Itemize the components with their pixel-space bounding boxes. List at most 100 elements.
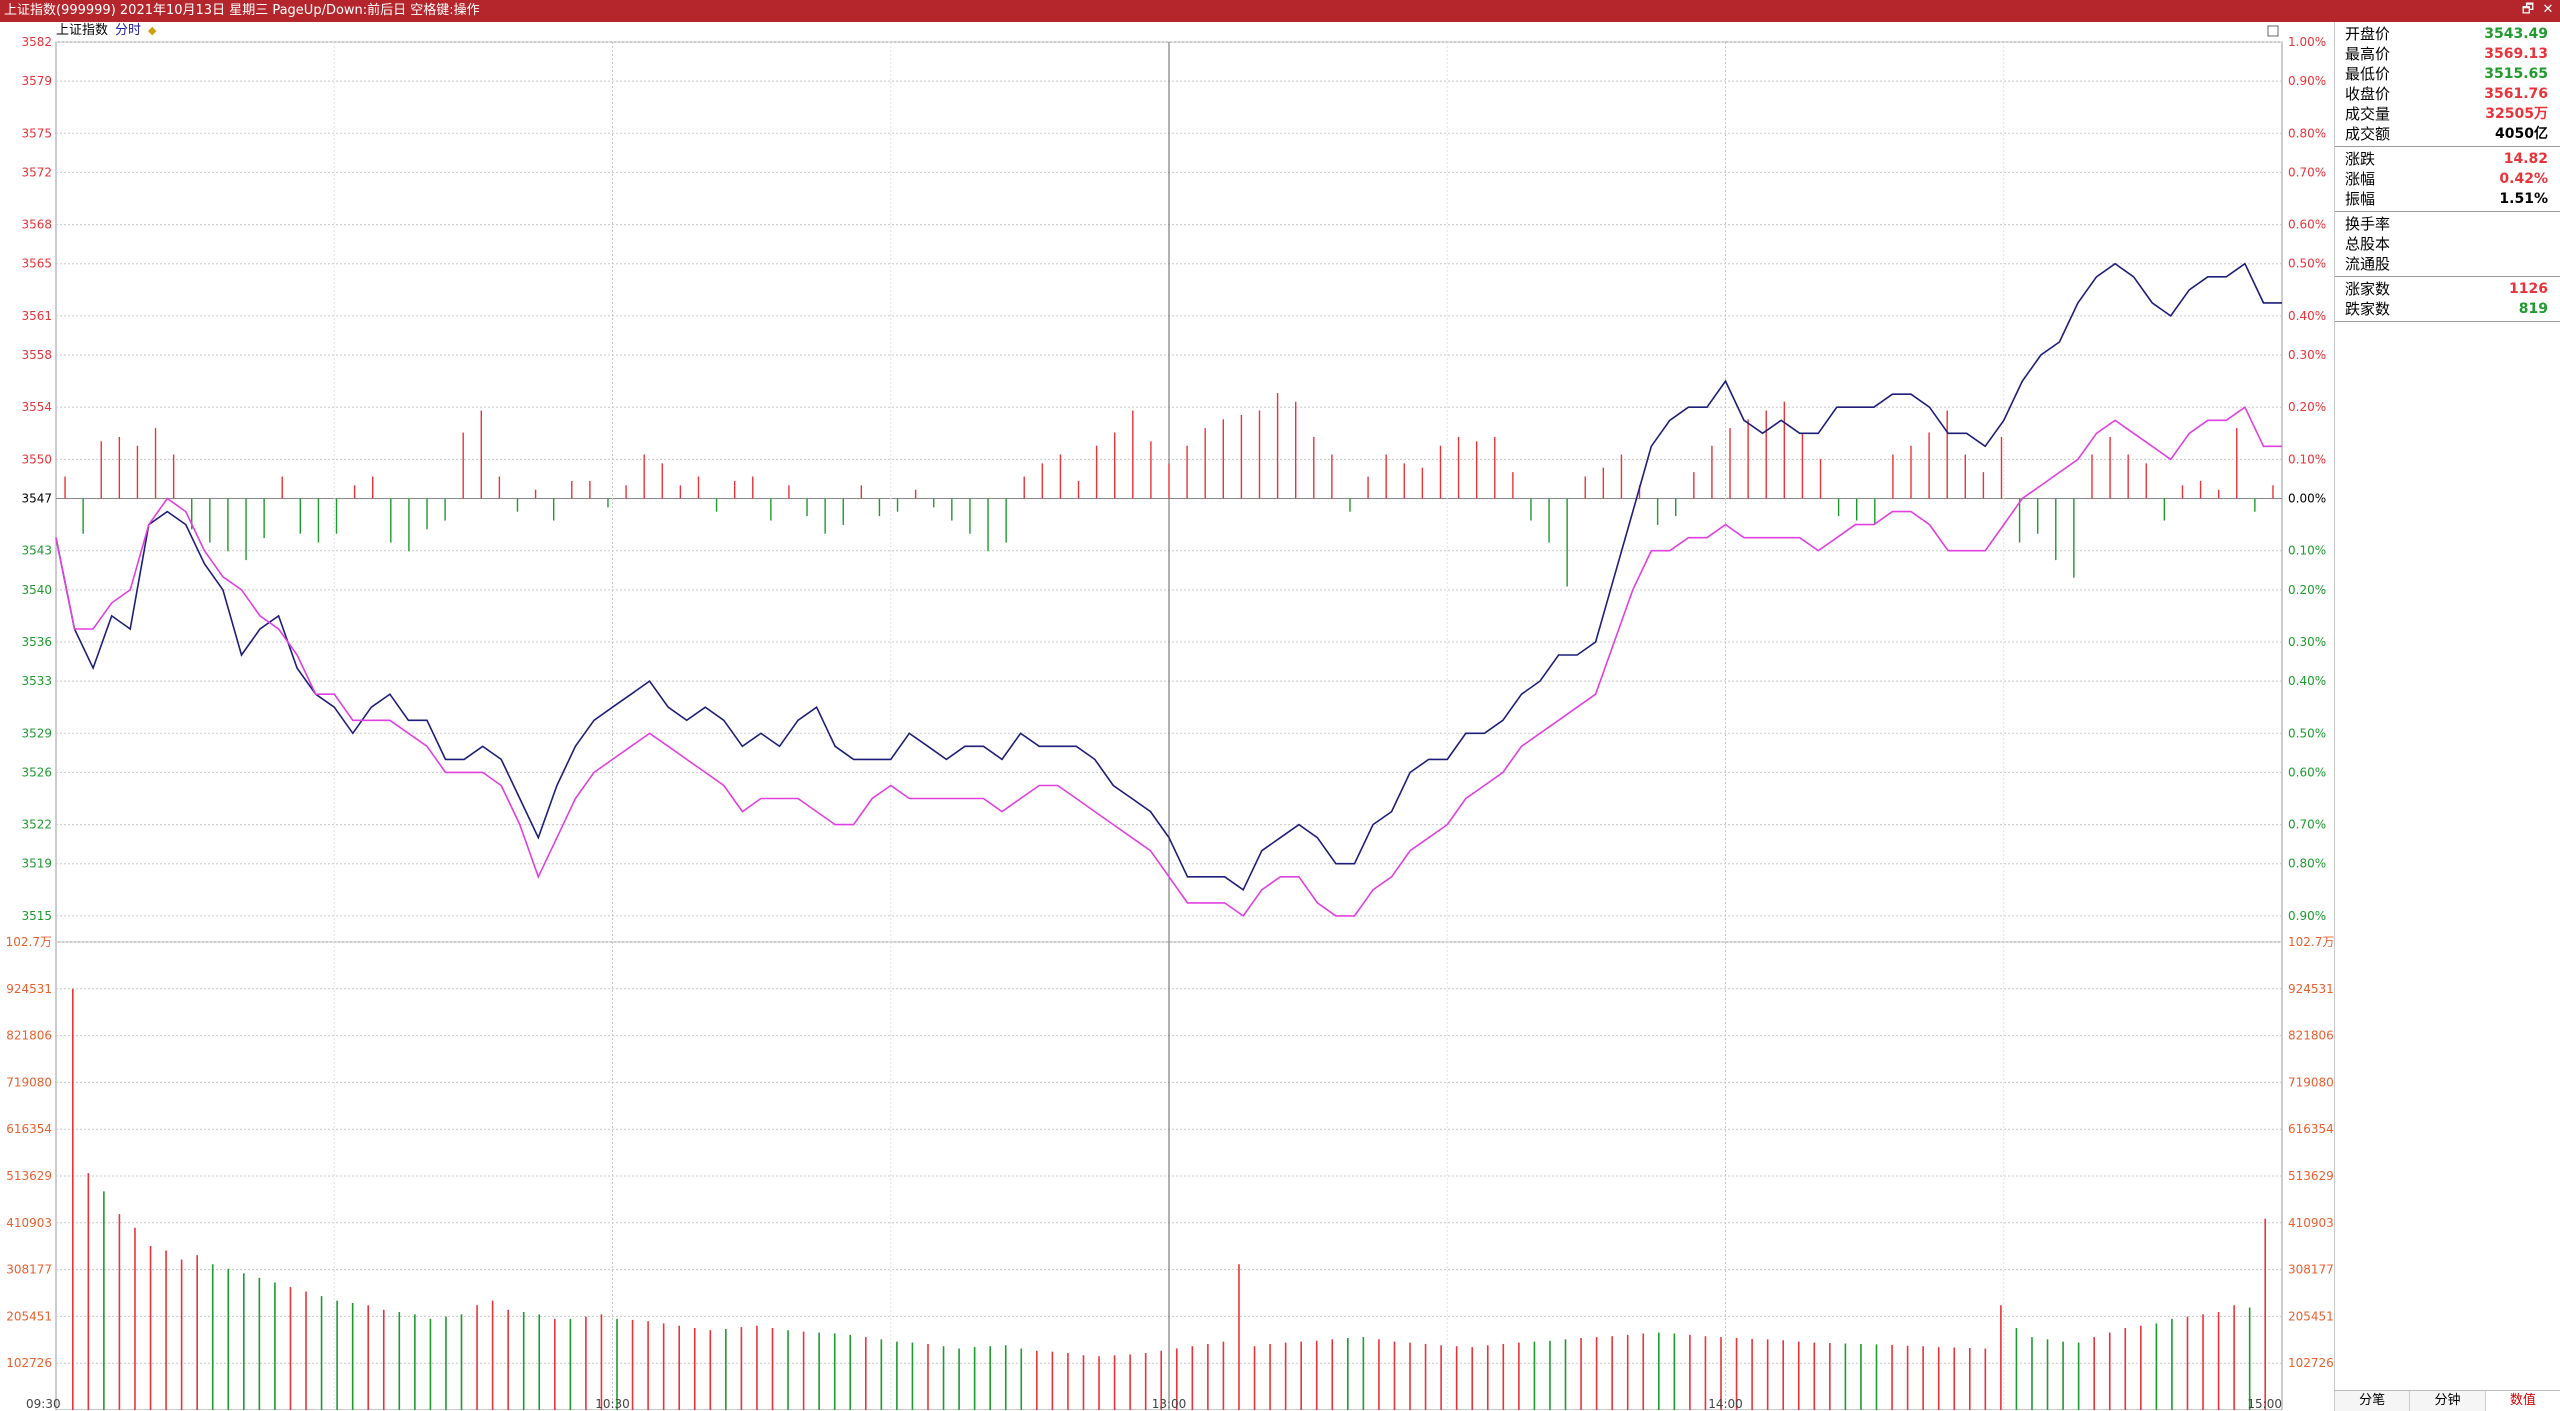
quote-row: 收盘价 3561.76 [2335,84,2560,104]
volume-tick-label-right: 719080 [2288,1075,2334,1089]
quote-row: 成交额 4050亿 [2335,124,2560,144]
share-group: 换手率 总股本 流通股 [2335,212,2560,277]
volume-tick-label-right: 102726 [2288,1356,2334,1370]
price-tick-label: 3558 [21,348,52,362]
quote-row: 开盘价 3543.49 [2335,24,2560,44]
volume-tick-label: 102.7万 [6,935,52,949]
price-tick-label: 3565 [21,257,52,271]
index-name-label: 上证指数 [56,23,108,38]
pct-tick-label: 0.70% [2288,818,2326,832]
pct-tick-label: 0.80% [2288,126,2326,140]
pct-tick-label: 0.90% [2288,74,2326,88]
quote-value: 3569.13 [2484,46,2548,62]
price-tick-label: 3529 [21,726,52,740]
diamond-icon[interactable]: ◆ [148,24,157,37]
quote-panel: 开盘价 3543.49 最高价 3569.13 最低价 3515.65 收盘价 3561.76… [2334,22,2560,1410]
pct-tick-label: 0.70% [2288,165,2326,179]
quote-row: 流通股 [2335,254,2560,274]
quote-value: 1.51% [2499,191,2548,207]
volume-tick-label: 205451 [6,1309,52,1323]
quote-label: 成交额 [2345,125,2391,143]
bottom-tab[interactable]: 数值 [2484,1391,2560,1411]
volume-tick-label-right: 616354 [2288,1122,2334,1136]
quote-row: 涨幅 0.42% [2335,169,2560,189]
quote-row: 最高价 3569.13 [2335,44,2560,64]
quote-label: 流通股 [2345,255,2391,273]
pct-tick-label: 0.50% [2288,726,2326,740]
quote-label: 开盘价 [2345,25,2391,43]
volume-tick-label: 616354 [6,1122,52,1136]
close-icon[interactable]: ✕ [2542,2,2554,17]
bottom-tab[interactable]: 分钟 [2409,1391,2484,1411]
volume-tick-label: 821806 [6,1029,52,1043]
time-tick-label: 14:00 [1708,1397,1743,1410]
price-tick-label: 3526 [21,765,52,779]
quote-value: 819 [2518,301,2548,317]
pct-tick-label: 0.80% [2288,857,2326,871]
price-tick-label: 3543 [21,544,52,558]
change-bars-layer [64,392,2274,587]
quote-label: 振幅 [2345,190,2376,208]
pct-tick-label: 0.20% [2288,583,2326,597]
pct-tick-label: 0.60% [2288,765,2326,779]
quote-row: 涨跌 14.82 [2335,149,2560,169]
restore-icon[interactable]: 🗗 [2521,2,2535,17]
volume-tick-label-right: 513629 [2288,1169,2334,1183]
expand-icon[interactable] [2267,25,2279,37]
quote-label: 涨跌 [2345,150,2376,168]
intraday-chart[interactable]: 3582 1.00% 3579 0.90% 3575 0.80% 3572 0.70% 3568… [0,22,2334,1410]
volume-tick-label: 102726 [6,1356,52,1370]
quote-value: 0.42% [2499,171,2548,187]
pct-tick-label: 0.30% [2288,348,2326,362]
time-tick-label: 15:00 [2247,1397,2282,1410]
pct-tick-label: 0.20% [2288,400,2326,414]
quote-label: 最高价 [2345,45,2391,63]
volume-tick-label-right: 924531 [2288,982,2334,996]
breadth-group: 涨家数 1126 跌家数 819 [2335,277,2560,322]
quote-value: 1126 [2509,281,2548,297]
quote-value: 4050亿 [2495,126,2548,142]
pct-tick-label: 0.00% [2288,492,2326,506]
pct-tick-label: 0.60% [2288,218,2326,232]
price-tick-label: 3547 [21,492,52,506]
volume-tick-label-right: 821806 [2288,1029,2334,1043]
quote-label: 成交量 [2345,105,2391,123]
quote-row: 换手率 [2335,214,2560,234]
volume-tick-label: 924531 [6,982,52,996]
price-series-line [55,262,2282,891]
average-price-line [55,405,2282,918]
pct-tick-label: 1.00% [2288,35,2326,49]
quote-value: 14.82 [2503,151,2548,167]
price-tick-label: 3579 [21,74,52,88]
volume-tick-label: 410903 [6,1216,52,1230]
price-tick-label: 3519 [21,857,52,871]
volume-tick-label: 308177 [6,1263,52,1277]
quote-label: 收盘价 [2345,85,2391,103]
price-lines-layer [55,262,2282,918]
price-tick-label: 3515 [21,909,52,923]
window-title: 上证指数(999999) 2021年10月13日 星期三 PageUp/Down… [4,3,480,18]
price-tick-label: 3561 [21,309,52,323]
bottom-tab[interactable]: 分笔 [2334,1391,2409,1411]
pct-tick-label: 0.90% [2288,909,2326,923]
quote-value: 3561.76 [2484,86,2548,102]
quote-value: 3515.65 [2484,66,2548,82]
quote-row: 最低价 3515.65 [2335,64,2560,84]
chart-header: 上证指数 分时 ◆ [56,23,157,38]
change-group: 涨跌 14.82 涨幅 0.42% 振幅 1.51% [2335,147,2560,212]
volume-tick-label-right: 308177 [2288,1263,2334,1277]
pct-tick-label: 0.10% [2288,452,2326,466]
bottom-tabs: 分笔 分钟 数值 [2334,1390,2560,1411]
volume-bars-layer [71,988,2267,1410]
price-tick-label: 3554 [21,400,52,414]
quote-value: 3543.49 [2484,26,2548,42]
pct-tick-label: 0.40% [2288,674,2326,688]
volume-tick-label-right: 102.7万 [2288,935,2334,949]
price-tick-label: 3550 [21,452,52,466]
quote-row: 振幅 1.51% [2335,189,2560,209]
quote-row: 总股本 [2335,234,2560,254]
volume-tick-label: 513629 [6,1169,52,1183]
mode-tab-label[interactable]: 分时 [115,23,141,38]
price-tick-label: 3572 [21,165,52,179]
quote-label: 跌家数 [2345,300,2391,318]
